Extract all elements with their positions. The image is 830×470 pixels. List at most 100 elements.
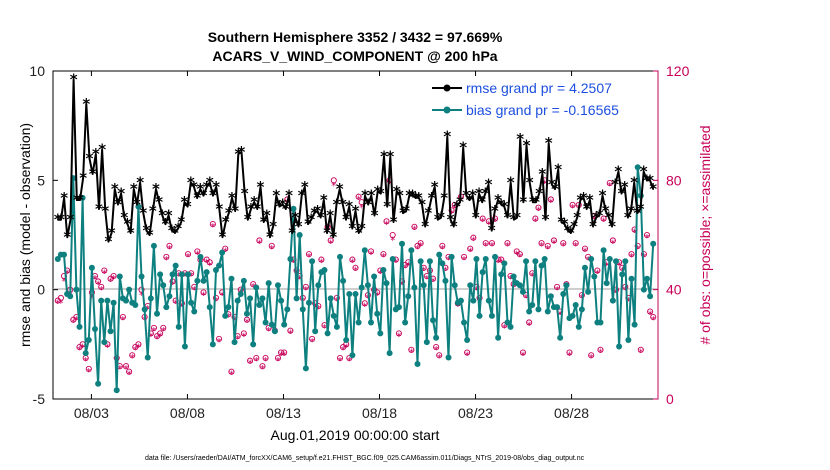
obs-assimilated-marker: * xyxy=(266,326,271,337)
obs-assimilated-marker: * xyxy=(548,197,553,208)
obs-possible-marker xyxy=(532,215,539,222)
rmse-point: * xyxy=(146,226,154,244)
obs-assimilated-marker: * xyxy=(313,301,318,312)
bias-point xyxy=(85,336,92,343)
obs-assimilated-marker: * xyxy=(108,277,113,288)
obs-assimilated-marker: * xyxy=(279,350,284,361)
bias-point xyxy=(588,256,595,263)
obs-assimilated-marker: * xyxy=(589,353,594,364)
y-axis-right: 0 40 80 120 xyxy=(653,63,690,407)
rmse-point: * xyxy=(257,178,265,196)
obs-possible-marker xyxy=(482,240,489,247)
obs-assimilated-marker: * xyxy=(117,364,122,375)
x-axis: 08/03 08/08 08/13 08/18 08/23 08/28 xyxy=(74,71,589,421)
obs-assimilated-marker: * xyxy=(375,290,380,301)
obs-assimilated-marker: * xyxy=(613,288,618,299)
bias-point xyxy=(163,304,170,311)
obs-assimilated-marker: * xyxy=(396,331,401,342)
obs-assimilated-marker: * xyxy=(648,309,653,320)
rmse-point: * xyxy=(646,171,654,189)
bias-point xyxy=(430,317,437,324)
legend-bias-marker xyxy=(443,106,451,114)
bias-point xyxy=(364,282,371,289)
obs-assimilated-marker: * xyxy=(139,290,144,301)
obs-possible-marker xyxy=(367,248,375,255)
bias-point xyxy=(203,269,210,276)
bias-point xyxy=(346,291,353,298)
obs-possible-marker xyxy=(643,231,651,239)
bias-point xyxy=(470,297,477,304)
obs-possible-marker xyxy=(333,294,340,301)
rmse-point: * xyxy=(409,187,417,205)
obs-assimilated-marker: * xyxy=(418,241,423,252)
rmse-point: * xyxy=(396,187,404,205)
obs-possible-marker xyxy=(250,281,257,288)
obs-assimilated-marker: * xyxy=(434,345,439,356)
rmse-point: * xyxy=(643,171,651,189)
rmse-point: * xyxy=(95,200,103,218)
rmse-point: * xyxy=(89,165,97,183)
bias-point xyxy=(166,293,173,300)
obs-possible-marker xyxy=(126,368,133,375)
bias-point xyxy=(643,275,650,282)
bias-point xyxy=(340,277,347,284)
footnote: data file: /Users/raeder/DAI/ATM_forcXX/… xyxy=(145,455,585,462)
obs-possible-marker xyxy=(600,215,607,222)
bias-point xyxy=(575,323,582,330)
bias-point xyxy=(240,277,247,284)
bias-point xyxy=(361,247,368,254)
rmse-point: * xyxy=(611,176,619,194)
rmse-point: * xyxy=(421,217,429,235)
obs-assimilated-marker: * xyxy=(415,244,420,255)
rmse-point: * xyxy=(472,209,480,227)
rmse-point: * xyxy=(624,209,632,227)
rmse-point: * xyxy=(570,217,578,235)
rmse-point: * xyxy=(510,211,518,229)
obs-possible-marker xyxy=(516,251,523,258)
bias-point xyxy=(309,258,316,265)
obs-assimilated-marker: * xyxy=(632,227,637,238)
rmse-point: * xyxy=(98,141,106,159)
bias-point xyxy=(504,319,511,326)
bias-point xyxy=(417,258,424,265)
rmse-point: * xyxy=(105,233,113,251)
obs-possible-marker xyxy=(278,349,285,356)
obs-possible-marker xyxy=(184,251,192,258)
bias-point xyxy=(625,336,632,343)
bias-point xyxy=(448,253,455,260)
obs-possible-marker xyxy=(166,242,173,249)
obs-assimilated-marker: * xyxy=(400,279,405,290)
rmse-point: * xyxy=(181,193,189,211)
bias-point xyxy=(569,312,576,319)
rmse-point: * xyxy=(605,209,613,227)
rmse-point: * xyxy=(538,165,546,183)
obs-possible-marker xyxy=(281,349,288,356)
rmse-point: * xyxy=(557,213,565,231)
obs-possible-marker xyxy=(535,204,542,211)
obs-assimilated-marker: * xyxy=(489,241,494,252)
bias-point xyxy=(619,271,626,278)
obs-possible-marker xyxy=(274,354,282,362)
obs-possible-marker xyxy=(287,327,294,334)
obs-assimilated-marker: * xyxy=(235,334,240,345)
rmse-point: * xyxy=(450,217,458,235)
obs-assimilated-marker: * xyxy=(440,244,445,255)
obs-assimilated-marker: * xyxy=(167,244,172,255)
bias-point xyxy=(535,306,542,313)
rmse-point: * xyxy=(314,202,322,220)
bias-point xyxy=(225,304,232,311)
bias-point xyxy=(256,301,263,308)
obs-assimilated-marker: * xyxy=(99,285,104,296)
bias-point xyxy=(333,323,340,330)
rmse-point: * xyxy=(206,174,214,192)
bias-point xyxy=(343,336,350,343)
obs-assimilated-marker: * xyxy=(626,296,631,307)
bias-point xyxy=(541,256,548,263)
bias-point xyxy=(324,330,331,337)
obs-assimilated-marker: * xyxy=(443,266,448,277)
obs-assimilated-marker: * xyxy=(524,293,529,304)
bias-point xyxy=(501,260,508,267)
obs-assimilated-marker: * xyxy=(71,318,76,329)
rmse-point: * xyxy=(120,209,128,227)
obs-assimilated-marker: * xyxy=(452,203,457,214)
